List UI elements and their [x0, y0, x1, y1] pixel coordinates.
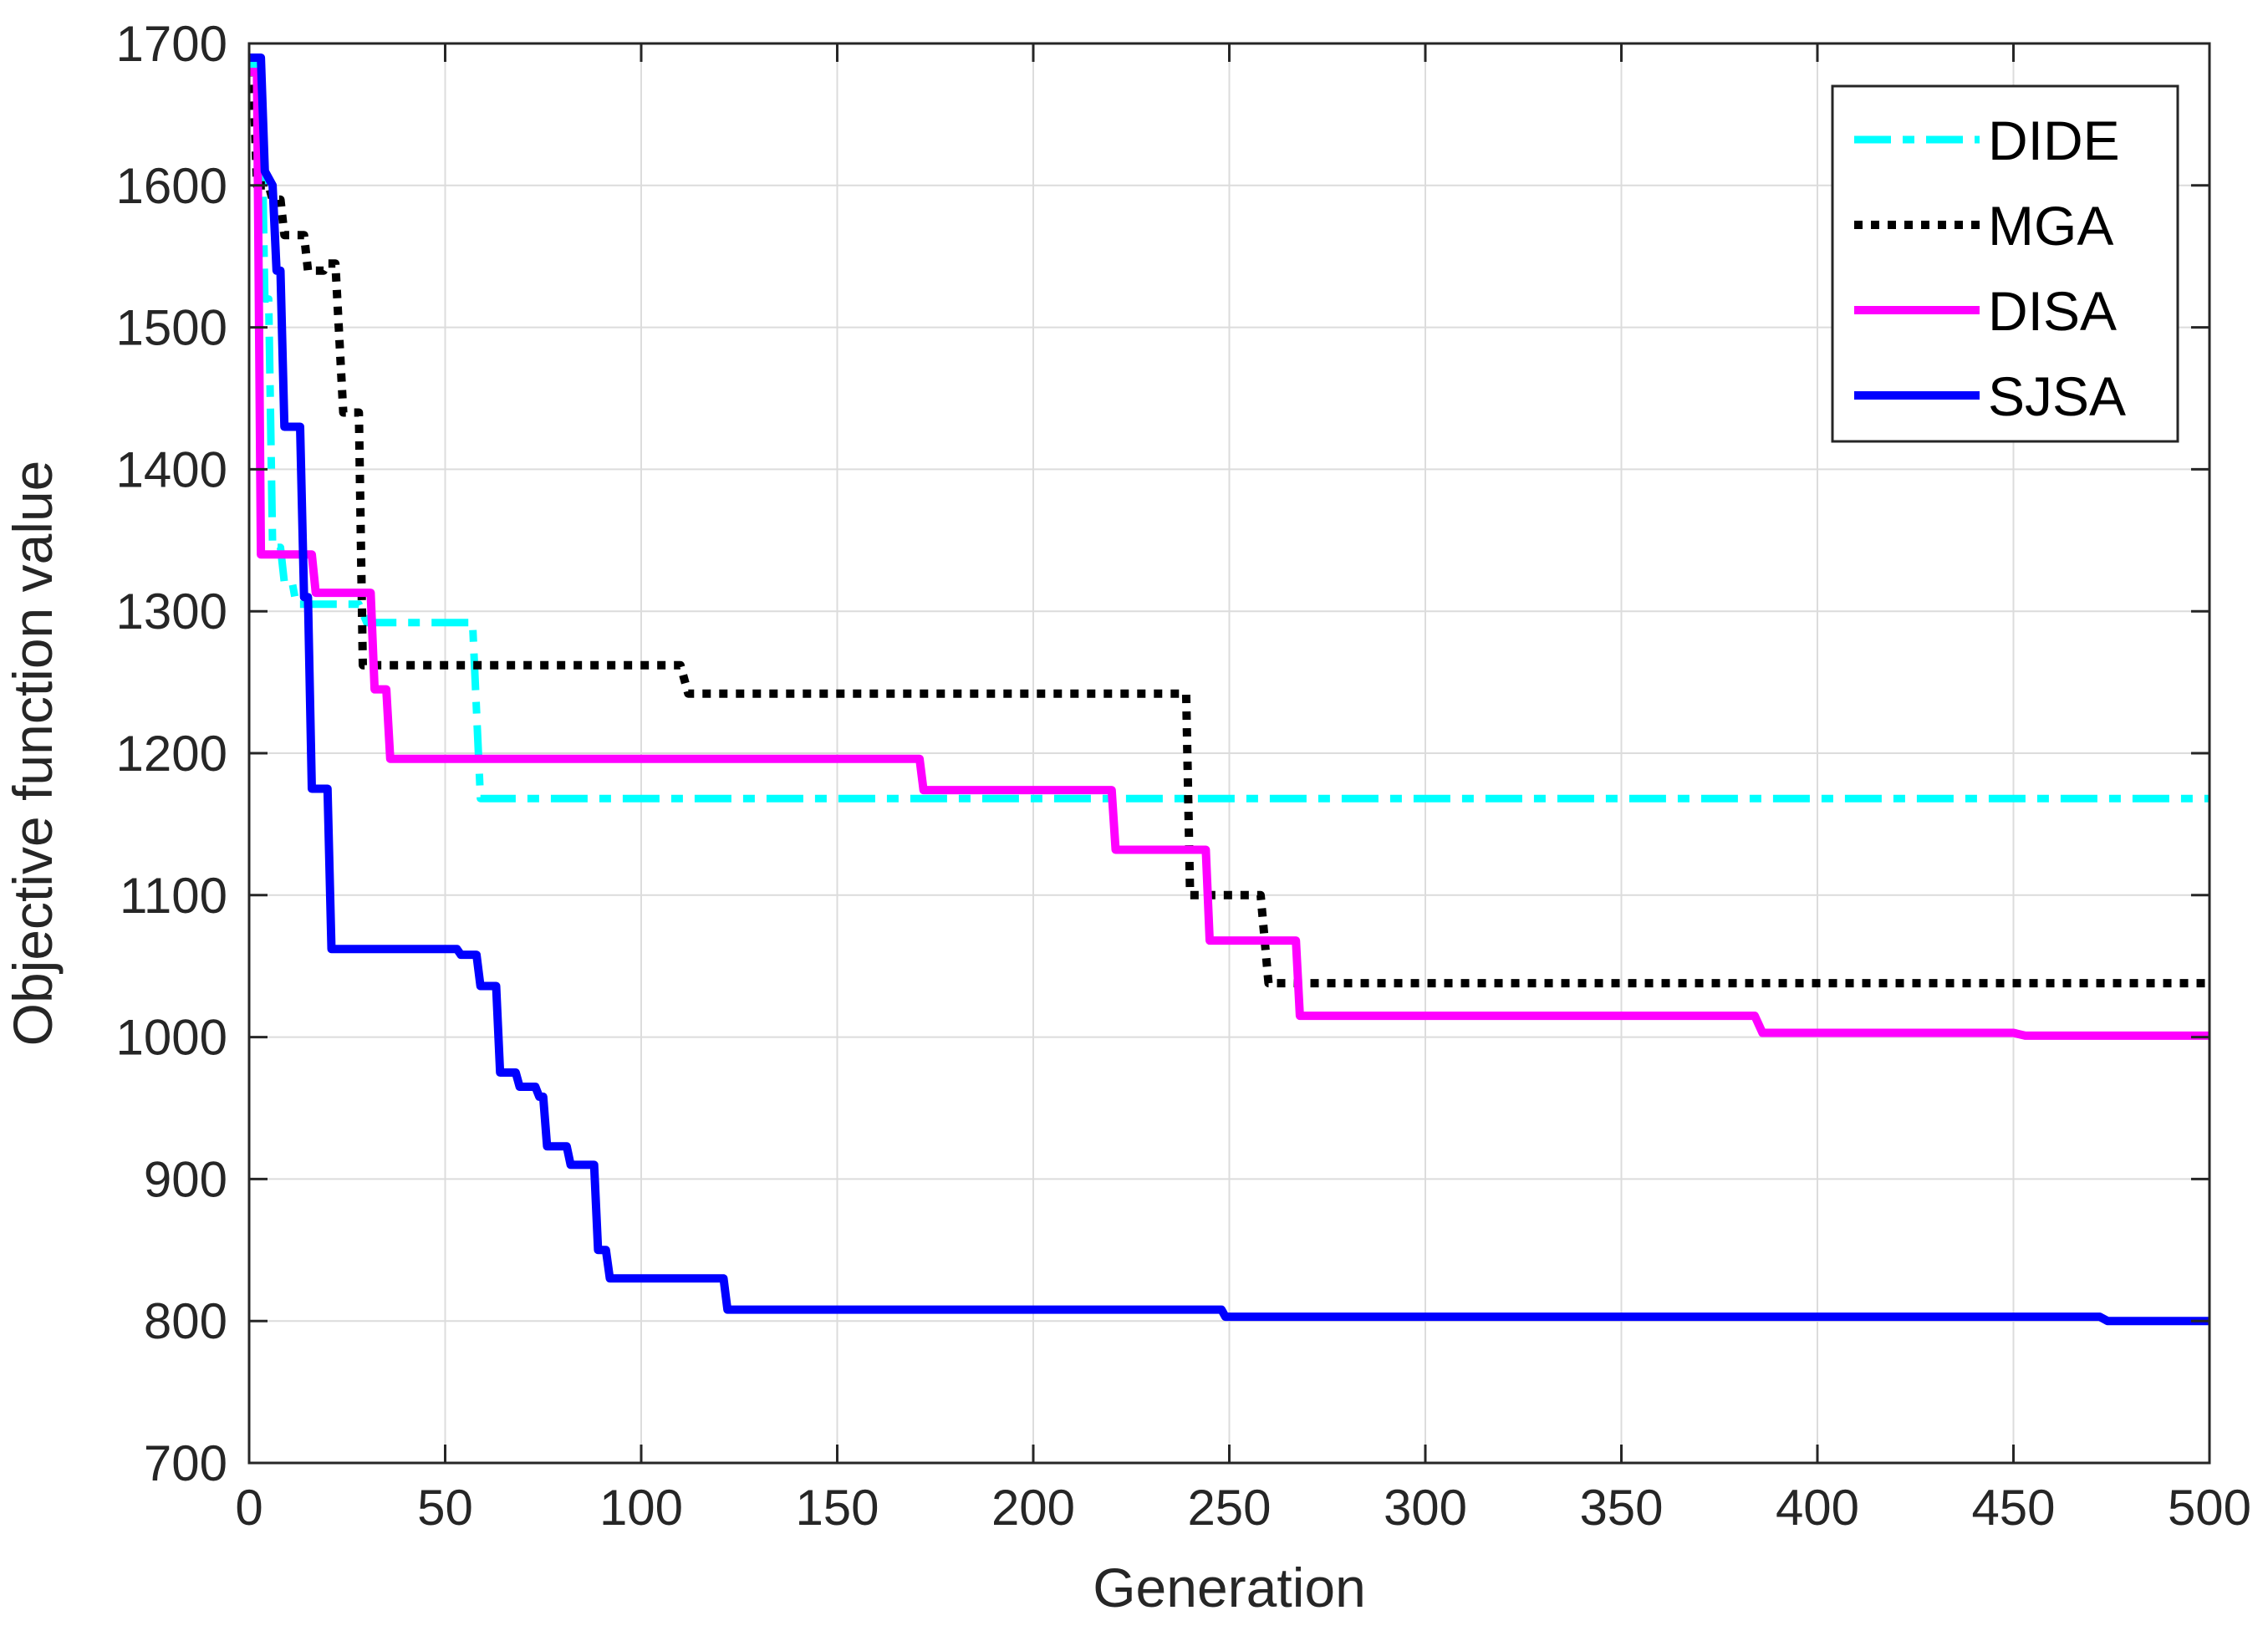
- y-tick-label: 700: [144, 1435, 227, 1491]
- series-lines: [249, 54, 2209, 1326]
- x-tick-label: 250: [1187, 1480, 1271, 1536]
- x-tick-label: 450: [1971, 1480, 2055, 1536]
- legend-label-dide: DIDE: [1988, 110, 2120, 171]
- x-tick-label: 150: [795, 1480, 879, 1536]
- x-tick-label: 50: [417, 1480, 473, 1536]
- y-tick-label: 1300: [116, 584, 227, 640]
- x-tick-label: 200: [991, 1480, 1075, 1536]
- x-tick-label: 400: [1776, 1480, 1859, 1536]
- y-tick-label: 1600: [116, 158, 227, 214]
- legend: DIDE MGA DISA SJSA: [1831, 84, 2179, 443]
- y-tick-label: 1100: [120, 868, 227, 924]
- legend-box: [1831, 84, 2179, 443]
- x-tick-label: 300: [1384, 1480, 1467, 1536]
- y-tick-label: 1000: [116, 1010, 227, 1066]
- legend-label-sjsa: SJSA: [1988, 365, 2126, 427]
- y-tick-label: 1500: [116, 300, 227, 356]
- series-line-disa: [249, 68, 2209, 1040]
- y-tick-label: 800: [144, 1293, 227, 1349]
- series-line-dide: [249, 61, 2209, 803]
- x-tick-label: 0: [235, 1480, 262, 1536]
- y-tick-label: 1400: [116, 441, 227, 497]
- x-tick-label: 500: [2168, 1480, 2251, 1536]
- legend-label-mga: MGA: [1988, 195, 2113, 257]
- x-tick-label: 350: [1579, 1480, 1663, 1536]
- legend-label-disa: DISA: [1988, 280, 2117, 342]
- x-axis-title: Generation: [1093, 1557, 1366, 1618]
- y-tick-label: 900: [144, 1151, 227, 1207]
- y-tick-label: 1700: [116, 16, 227, 72]
- y-axis-title: Objective function value: [2, 461, 64, 1047]
- ticks: 0 50 100 150 200 250 300 350 400 450 500 700 800 900 1…: [116, 16, 2252, 1536]
- y-tick-label: 1200: [116, 726, 227, 782]
- series-line-sjsa: [249, 54, 2209, 1326]
- x-tick-label: 100: [599, 1480, 683, 1536]
